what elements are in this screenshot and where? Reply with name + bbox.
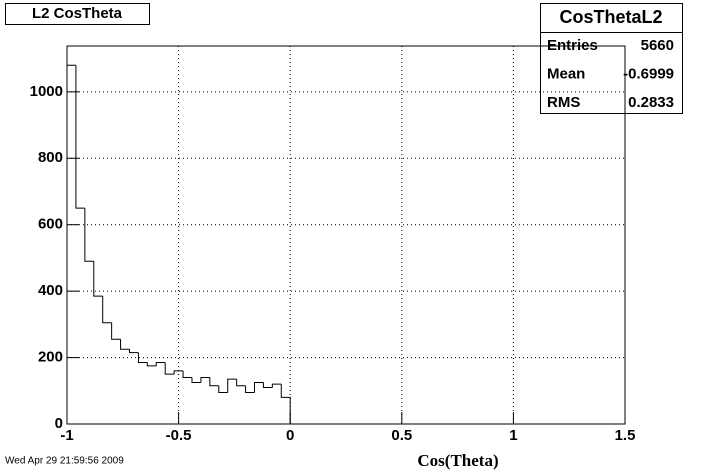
histogram-bin: [191, 377, 201, 383]
histogram-bin: [155, 362, 166, 366]
histogram-bin: [84, 208, 94, 262]
stats-label: Entries: [547, 37, 598, 54]
histogram-bin: [262, 382, 273, 388]
histogram-bin: [164, 362, 175, 375]
x-axis-label: Cos(Theta): [417, 451, 498, 470]
histogram-bin: [209, 377, 219, 387]
histogram-bin: [253, 381, 264, 393]
chart-title: L2 CosTheta: [32, 5, 123, 22]
stats-value: -0.6999: [623, 65, 674, 82]
y-tick-label: 1000: [30, 83, 63, 100]
histogram-bin: [218, 385, 228, 393]
stats-title: CosThetaL2: [559, 7, 662, 27]
timestamp: Wed Apr 29 21:59:56 2009: [5, 456, 124, 467]
x-tick-label: -1: [60, 427, 73, 444]
histogram-bin: [227, 378, 237, 393]
histogram-bin: [173, 370, 184, 375]
y-tick-label: 200: [38, 349, 63, 366]
histogram-bin: [120, 339, 130, 350]
histogram-bin: [128, 349, 139, 354]
x-tick-label: -0.5: [166, 427, 192, 444]
y-tick-label: 600: [38, 216, 63, 233]
y-tick-label: 800: [38, 149, 63, 166]
histogram-bin: [93, 261, 103, 297]
histogram-bin: [102, 296, 112, 324]
histogram-bin: [111, 322, 121, 340]
histogram-bin: [200, 376, 210, 383]
histogram-bin: [236, 379, 246, 387]
histogram-bin: [146, 362, 157, 367]
stats-label: RMS: [547, 94, 580, 111]
x-tick-label: 1.5: [615, 427, 636, 444]
histogram-bin: [245, 385, 255, 393]
histogram-bin: [271, 383, 282, 388]
stats-value: 0.2833: [628, 94, 674, 111]
histogram-bin: [137, 352, 148, 364]
histogram-bin: [66, 64, 76, 424]
histogram-bin: [75, 65, 85, 209]
x-tick-label: 0.5: [391, 427, 412, 444]
stats-frame: [540, 3, 683, 114]
x-tick-label: 0: [286, 427, 294, 444]
stats-value: 5660: [641, 37, 674, 54]
histogram-bin: [280, 384, 291, 424]
stats-label: Mean: [547, 65, 585, 82]
x-tick-label: 1: [509, 427, 517, 444]
y-tick-label: 400: [38, 282, 63, 299]
histogram-bin: [182, 370, 192, 378]
y-tick-label: 0: [55, 415, 63, 432]
stats-box: CosThetaL2: [540, 3, 683, 114]
title-box: [5, 3, 150, 25]
